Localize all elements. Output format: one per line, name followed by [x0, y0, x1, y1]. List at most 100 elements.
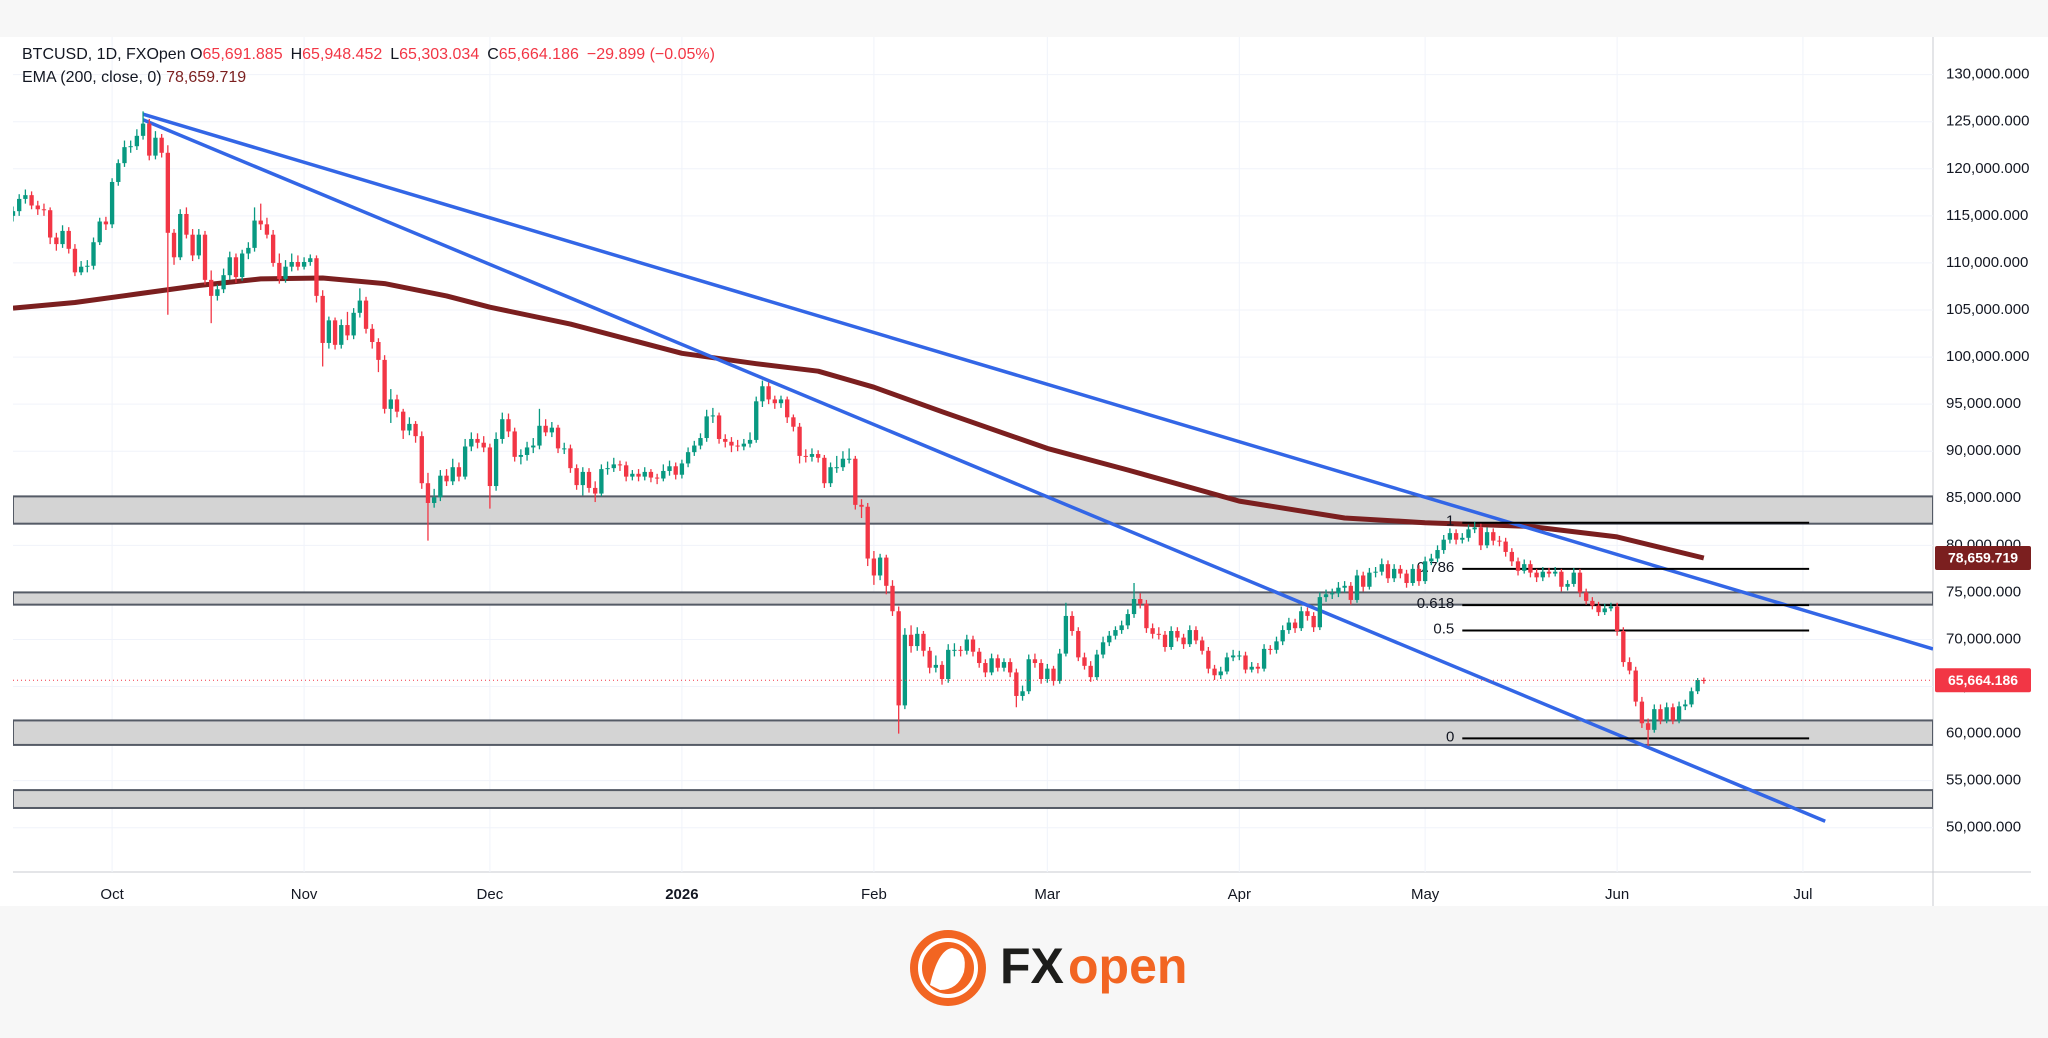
- candle-body: [1063, 615, 1069, 654]
- candle-body: [1094, 654, 1100, 678]
- candle-body: [853, 458, 858, 505]
- candle-body: [1001, 662, 1007, 668]
- x-tick-label: 2026: [665, 886, 698, 903]
- candle-body: [351, 312, 356, 336]
- candle-body: [785, 399, 790, 418]
- candle-body: [1559, 571, 1564, 587]
- y-tick-label: 125,000.000: [1946, 113, 2029, 130]
- candle-body: [735, 445, 740, 447]
- candle-body: [41, 209, 47, 211]
- candle-body: [828, 467, 833, 484]
- candle-body: [134, 135, 140, 147]
- candle-body: [462, 446, 468, 477]
- candle-body: [103, 221, 109, 225]
- candle-body: [630, 473, 635, 477]
- candle-body: [747, 439, 753, 444]
- candle-body: [915, 633, 920, 647]
- candle-body: [605, 468, 610, 470]
- candle-body: [611, 464, 616, 469]
- candle-body: [574, 468, 579, 486]
- candle-body: [401, 411, 406, 431]
- candle-body: [723, 438, 728, 442]
- candle-body: [97, 221, 102, 243]
- logo-icon-ring: [918, 938, 978, 998]
- candle-body: [227, 257, 232, 276]
- candle-body: [301, 261, 307, 267]
- candle-body: [91, 242, 96, 266]
- candle-body: [1367, 572, 1372, 587]
- y-tick-label: 85,000.000: [1946, 489, 2021, 506]
- candle-body: [1435, 550, 1440, 559]
- candle-body: [1571, 572, 1576, 584]
- candle-body: [438, 475, 443, 498]
- y-tick-label: 95,000.000: [1946, 395, 2021, 412]
- candle-body: [388, 399, 393, 409]
- candle-body: [506, 419, 511, 432]
- candle-body: [1181, 637, 1186, 645]
- candle-body: [258, 220, 263, 225]
- x-tick-label: Dec: [477, 886, 504, 903]
- candle-body: [803, 455, 808, 457]
- candle-body: [710, 415, 716, 417]
- candle-body: [1014, 672, 1019, 696]
- y-tick-label: 105,000.000: [1946, 301, 2029, 318]
- candle-body: [797, 426, 802, 456]
- candle-body: [704, 416, 709, 439]
- candle-body: [1553, 571, 1558, 574]
- support-resistance-zone: [13, 591, 1933, 606]
- candle-body: [1689, 691, 1694, 705]
- candle-body: [444, 475, 449, 482]
- candle-body: [698, 438, 703, 446]
- candle-body: [1348, 585, 1353, 600]
- candle-body: [23, 195, 28, 199]
- candle-body: [1082, 657, 1087, 666]
- support-resistance-zone: [13, 789, 1933, 809]
- support-resistance-zone: [13, 719, 1933, 746]
- candle-body: [72, 248, 78, 273]
- axes: 50,000.00055,000.00060,000.00065,000.000…: [100, 66, 2031, 903]
- price-label: 65,664.186: [1948, 672, 2018, 688]
- candle-body: [1218, 671, 1223, 676]
- candle-body: [1509, 551, 1515, 562]
- candle-body: [1162, 634, 1168, 648]
- candle-body: [1621, 631, 1626, 663]
- candle-body: [822, 457, 827, 484]
- candle-body: [1150, 628, 1155, 634]
- candle-body: [13, 211, 16, 216]
- candle-body: [809, 454, 815, 457]
- candle-body: [1701, 680, 1707, 682]
- candle-body: [1670, 707, 1676, 721]
- candle-body: [1391, 568, 1397, 579]
- logo-icon-mark: [930, 948, 965, 990]
- candle-body: [469, 438, 474, 447]
- candle-body: [1453, 533, 1459, 540]
- candle-body: [78, 266, 84, 273]
- candle-body: [320, 295, 325, 343]
- candle-body: [989, 658, 994, 673]
- candle-body: [648, 471, 654, 478]
- candle-body: [1658, 709, 1663, 721]
- candle-body: [1534, 572, 1539, 578]
- symbol-line: BTCUSD, 1D, FXOpen O65,691.885 H65,948.45…: [22, 43, 715, 66]
- candle-body: [1069, 615, 1075, 632]
- x-tick-label: Oct: [100, 886, 124, 903]
- candle-body: [1026, 659, 1031, 692]
- candle-body: [1491, 532, 1496, 541]
- candle-body: [537, 425, 542, 446]
- candle-body: [1212, 668, 1217, 676]
- candle-body: [908, 634, 914, 647]
- change: −29.899 (−0.05%): [586, 46, 715, 63]
- candle-body: [239, 253, 245, 278]
- candle-body: [593, 487, 598, 494]
- candle-body: [1540, 571, 1545, 578]
- candle-body: [252, 220, 257, 248]
- y-tick-label: 60,000.000: [1946, 725, 2021, 742]
- candle-body: [1565, 583, 1570, 587]
- candle-body: [66, 230, 71, 249]
- candle-body: [1398, 568, 1403, 574]
- y-tick-label: 50,000.000: [1946, 819, 2021, 836]
- chart-panel: [0, 37, 2048, 906]
- trendline: [142, 112, 1933, 651]
